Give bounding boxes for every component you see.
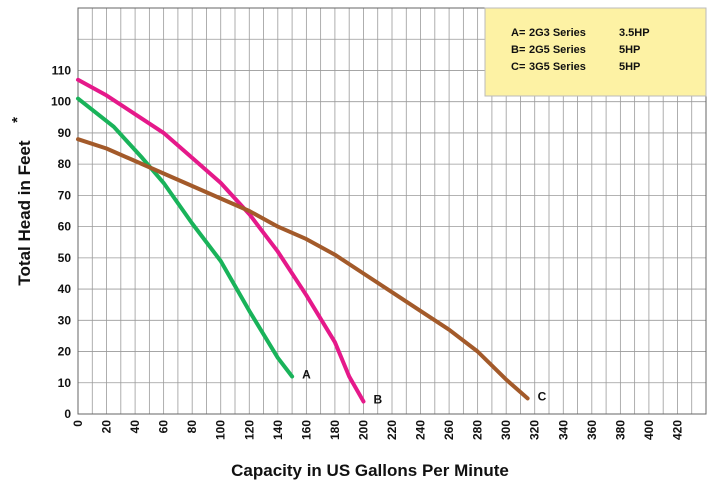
y-tick-label: 100 xyxy=(51,95,71,109)
x-tick-label: 400 xyxy=(642,420,656,440)
x-tick-label: 280 xyxy=(471,420,485,440)
plot-frame xyxy=(77,7,707,415)
series-line-b xyxy=(76,77,366,404)
x-tick-label: 80 xyxy=(185,420,199,434)
legend: A= 2G3 Series 3.5HP B= 2G5 Series 5HP C= 3G5 Se… xyxy=(484,7,707,97)
x-tick-labels: 0 20 40 60 80 100 120 140 160 180 200 220 240 260 280 3… xyxy=(71,420,685,440)
y-tick-label: 40 xyxy=(58,282,72,296)
y-axis-asterisk: * xyxy=(9,117,26,123)
legend-series: 2G5 Series xyxy=(529,44,586,56)
x-tick-label: 140 xyxy=(271,420,285,440)
y-tick-label: 20 xyxy=(58,345,72,359)
x-tick-label: 360 xyxy=(585,420,599,440)
y-axis-title: Total Head in Feet xyxy=(15,140,34,285)
y-tick-label: 110 xyxy=(52,63,72,77)
y-tick-label: 90 xyxy=(58,126,72,140)
series-line-a xyxy=(76,96,295,379)
x-axis-title: Capacity in US Gallons Per Minute xyxy=(231,461,509,480)
y-tick-label: 70 xyxy=(58,188,72,202)
x-tick-label: 60 xyxy=(157,420,171,434)
y-tick-labels: 0 10 20 30 40 50 60 70 80 90 100 110 xyxy=(51,63,71,421)
legend-letter: C= xyxy=(511,61,525,73)
x-tick-label: 380 xyxy=(613,420,627,440)
x-tick-label: 160 xyxy=(299,420,313,440)
x-tick-label: 320 xyxy=(528,420,542,440)
x-tick-label: 220 xyxy=(385,420,399,440)
x-tick-label: 120 xyxy=(242,420,256,440)
y-tick-label: 60 xyxy=(58,220,72,234)
x-tick-label: 300 xyxy=(499,420,513,440)
y-tick-label: 10 xyxy=(58,376,72,390)
x-tick-label: 200 xyxy=(357,420,371,440)
curve-label-a: A xyxy=(302,368,311,382)
y-tick-label: 30 xyxy=(58,313,72,327)
y-tick-label: 50 xyxy=(58,251,72,265)
legend-series: 3G5 Series xyxy=(529,61,586,73)
x-tick-label: 40 xyxy=(128,420,142,434)
curve-label-b: B xyxy=(373,393,382,407)
legend-letter: A= xyxy=(511,27,525,39)
x-tick-label: 260 xyxy=(442,420,456,440)
series-line-c xyxy=(76,137,530,401)
legend-power: 5HP xyxy=(619,61,640,73)
curve-labels: A B C xyxy=(302,368,546,407)
x-tick-label: 240 xyxy=(414,420,428,440)
x-tick-label: 180 xyxy=(328,420,342,440)
curve-label-c: C xyxy=(538,389,547,403)
x-tick-label: 20 xyxy=(100,420,114,434)
x-tick-label: 100 xyxy=(214,420,228,440)
legend-series: 2G3 Series xyxy=(529,27,586,39)
legend-box xyxy=(484,7,707,97)
x-tick-label: 0 xyxy=(71,420,85,427)
y-tick-label: 80 xyxy=(58,157,72,171)
legend-power: 3.5HP xyxy=(619,27,650,39)
legend-letter: B= xyxy=(511,44,525,56)
legend-power: 5HP xyxy=(619,44,640,56)
y-tick-label: 0 xyxy=(64,407,71,421)
x-tick-label: 340 xyxy=(556,420,570,440)
x-tick-label: 420 xyxy=(671,420,685,440)
series-lines xyxy=(76,77,530,404)
